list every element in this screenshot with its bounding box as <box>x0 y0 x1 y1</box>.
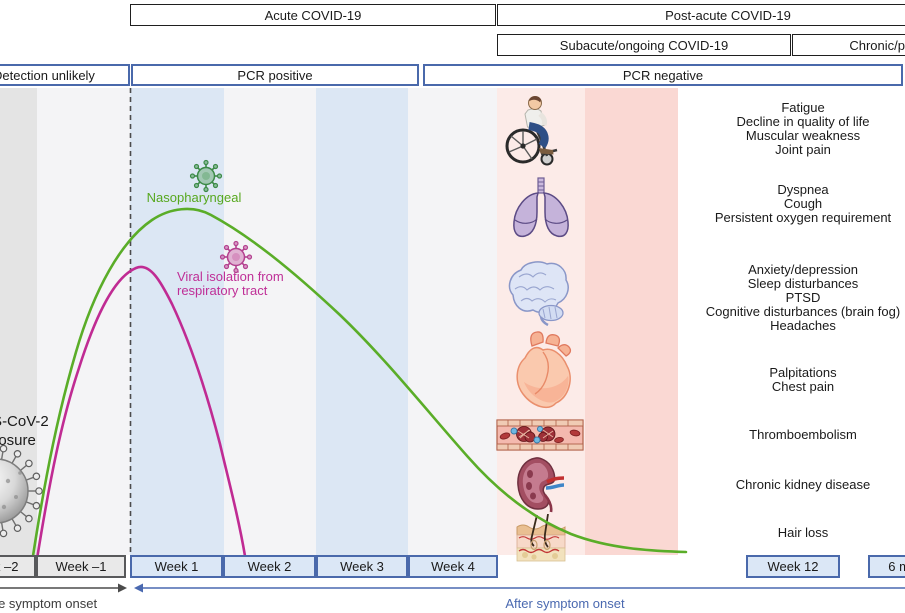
symptom-group-thromboembolism: Thromboembolism <box>749 427 857 442</box>
detection-unlikely-bar: Detection unlikely <box>0 64 130 86</box>
phase-bar-post-acute: Post-acute COVID-19 <box>497 4 905 26</box>
week-cell-4: Week 4 <box>408 555 498 578</box>
symptom-group-general: Fatigue Decline in quality of life Muscu… <box>736 100 870 157</box>
symptom-group-dermatologic: Hair loss <box>777 525 829 540</box>
week-cell-3: Week 3 <box>316 555 408 578</box>
week-cell-minus1: Week –1 <box>36 555 126 578</box>
before-onset-arrow <box>0 583 127 593</box>
band-week3 <box>316 88 408 555</box>
week-cell-1: Week 1 <box>130 555 223 578</box>
week-cell-minus2: Week –2 <box>0 555 36 578</box>
band-week-minus1 <box>37 88 130 555</box>
heart-icon <box>510 330 576 411</box>
band-week2 <box>224 88 316 555</box>
symptom-group-neuropsychiatric: Anxiety/depression Sleep disturbances PT… <box>705 262 901 333</box>
after-symptom-onset-label: After symptom onset <box>505 596 625 611</box>
skin-hair-icon <box>515 514 567 563</box>
phase-bar-chronic: Chronic/post-COVID-19 <box>792 34 905 56</box>
kidney-icon <box>515 456 565 513</box>
week-cell-12: Week 12 <box>746 555 840 578</box>
week-cell-6months: 6 months <box>868 555 905 578</box>
blood-vessel-icon <box>496 419 584 451</box>
phase-bar-subacute: Subacute/ongoing COVID-19 <box>497 34 791 56</box>
viral-isolation-label: Viral isolation from respiratory tract <box>177 269 284 298</box>
band-week1 <box>130 88 224 555</box>
brain-icon <box>501 257 573 326</box>
phase-bar-acute: Acute COVID-19 <box>130 4 496 26</box>
nasopharyngeal-label: Nasopharyngeal <box>146 190 242 205</box>
week-cell-2: Week 2 <box>223 555 316 578</box>
symptom-group-cardiac: Palpitations Chest pain <box>769 365 837 394</box>
pcr-positive-bar: PCR positive <box>131 64 419 86</box>
band-week-minus2 <box>0 88 37 555</box>
symptom-group-pulmonary: Dyspnea Cough Persistent oxygen requirem… <box>714 182 892 225</box>
symptom-group-renal: Chronic kidney disease <box>735 477 871 492</box>
sars-cov-2-exposure-label: SARS-CoV-2 exposure <box>0 413 49 449</box>
band-postacute-deep <box>585 88 678 555</box>
after-onset-arrow <box>134 583 905 593</box>
wheelchair-icon <box>501 94 567 170</box>
band-week4 <box>408 88 497 555</box>
pcr-negative-bar: PCR negative <box>423 64 903 86</box>
before-symptom-onset-label: Before symptom onset <box>0 596 98 611</box>
lungs-icon <box>505 177 577 239</box>
